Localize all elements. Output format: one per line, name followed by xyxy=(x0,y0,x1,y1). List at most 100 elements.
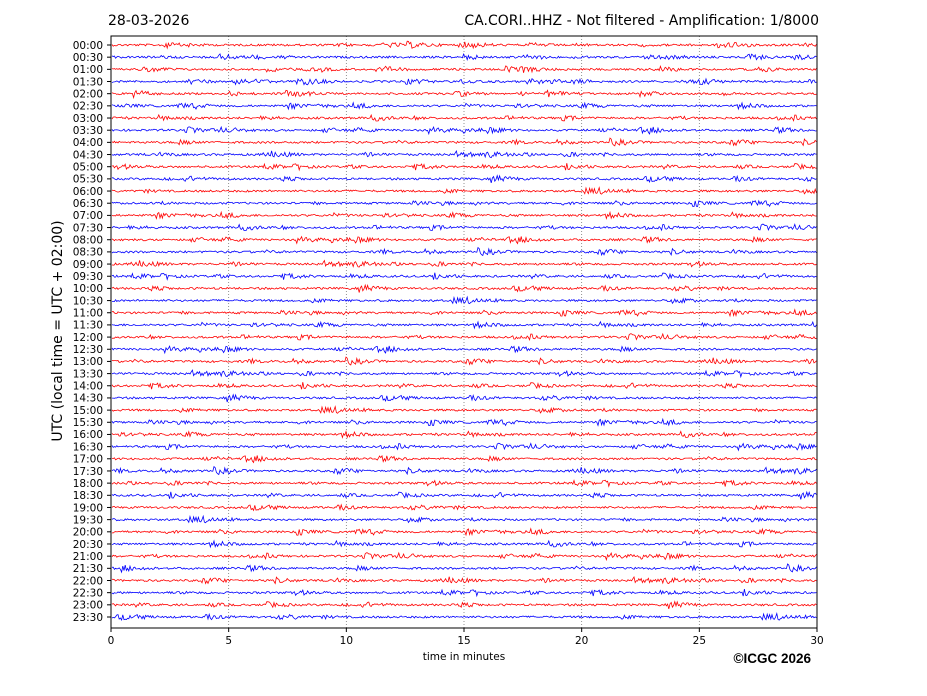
trace-00:30 xyxy=(111,52,817,61)
trace-18:30 xyxy=(111,490,817,500)
trace-10:00 xyxy=(111,283,817,293)
y-tick-label: 13:30 xyxy=(73,368,103,380)
y-tick-label: 13:00 xyxy=(73,356,103,368)
y-tick-label: 03:30 xyxy=(73,125,103,137)
trace-20:00 xyxy=(111,527,817,537)
trace-17:00 xyxy=(111,454,817,464)
y-tick-label: 12:00 xyxy=(73,332,103,344)
trace-12:30 xyxy=(111,345,817,355)
trace-08:30 xyxy=(111,246,817,257)
y-tick-label: 17:30 xyxy=(73,466,103,478)
trace-15:00 xyxy=(111,405,817,414)
plot-frame xyxy=(110,35,818,629)
y-tick-label: 19:00 xyxy=(73,502,103,514)
x-tick-label: 10 xyxy=(340,635,353,647)
trace-17:30 xyxy=(111,465,817,476)
y-axis-label: UTC (local time = UTC + 02:00) xyxy=(50,220,66,441)
traces xyxy=(111,40,817,622)
y-tick-label: 01:00 xyxy=(73,64,103,76)
x-tick-label: 0 xyxy=(108,635,115,647)
y-tick-label: 14:30 xyxy=(73,393,103,405)
y-tick-label: 16:00 xyxy=(73,429,103,441)
trace-07:00 xyxy=(111,210,817,220)
y-tick-label: 21:30 xyxy=(73,563,103,575)
trace-02:30 xyxy=(111,101,817,111)
trace-13:00 xyxy=(111,356,817,366)
trace-07:30 xyxy=(111,223,817,232)
y-tick-label: 15:30 xyxy=(73,417,103,429)
y-tick-label: 17:00 xyxy=(73,454,103,466)
x-tick-label: 15 xyxy=(457,635,470,647)
chart-station-title: CA.CORI..HHZ - Not filtered - Amplificat… xyxy=(464,13,819,29)
trace-21:30 xyxy=(111,563,817,574)
y-tick-label: 08:30 xyxy=(73,247,103,259)
y-tick-label: 03:00 xyxy=(73,113,103,125)
y-tick-label: 10:30 xyxy=(73,295,103,307)
y-tick-label: 20:30 xyxy=(73,539,103,551)
y-tick-label: 01:30 xyxy=(73,76,103,88)
y-tick-label: 06:30 xyxy=(73,198,103,210)
trace-22:30 xyxy=(111,588,817,598)
y-tick-label: 07:30 xyxy=(73,222,103,234)
y-tick-label: 11:30 xyxy=(73,320,103,332)
trace-19:30 xyxy=(111,514,817,524)
y-tick-label: 12:30 xyxy=(73,344,103,356)
trace-10:30 xyxy=(112,295,817,305)
trace-19:00 xyxy=(111,503,817,512)
trace-01:30 xyxy=(111,77,817,86)
trace-14:30 xyxy=(112,393,817,403)
y-tick-label: 02:30 xyxy=(73,101,103,113)
y-tick-label: 22:30 xyxy=(73,587,103,599)
y-tick-label: 06:00 xyxy=(73,186,103,198)
y-tick-label: 02:00 xyxy=(73,88,103,100)
trace-05:00 xyxy=(111,162,817,172)
trace-03:30 xyxy=(111,125,817,136)
y-tick-label: 21:00 xyxy=(73,551,103,563)
trace-23:00 xyxy=(111,600,817,609)
trace-14:00 xyxy=(111,382,817,390)
chart-date-title: 28-03-2026 xyxy=(108,13,189,29)
x-tick-label: 25 xyxy=(693,635,706,647)
trace-11:00 xyxy=(111,308,817,318)
trace-23:30 xyxy=(111,611,817,622)
y-tick-label: 22:00 xyxy=(73,575,103,587)
y-tick-label: 07:00 xyxy=(73,210,103,222)
y-tick-label: 09:00 xyxy=(73,259,103,271)
x-tick-label: 30 xyxy=(810,635,823,647)
x-axis: 0 5 10 15 20 25 30 xyxy=(108,628,824,647)
y-tick-label: 11:00 xyxy=(73,308,103,320)
grid-lines xyxy=(228,36,700,628)
trace-21:00 xyxy=(111,551,817,562)
trace-05:30 xyxy=(112,174,817,183)
x-axis-label: time in minutes xyxy=(423,651,505,663)
y-tick-label: 00:00 xyxy=(73,40,103,52)
y-tick-label: 19:30 xyxy=(73,514,103,526)
y-tick-label: 05:30 xyxy=(73,174,103,186)
y-tick-label: 00:30 xyxy=(73,52,103,64)
y-tick-label: 09:30 xyxy=(73,271,103,283)
trace-00:00 xyxy=(111,40,817,50)
trace-11:30 xyxy=(111,320,817,330)
y-tick-label: 16:30 xyxy=(73,441,103,453)
y-tick-label: 18:00 xyxy=(73,478,103,490)
y-tick-label: 08:00 xyxy=(73,235,103,247)
trace-06:00 xyxy=(111,186,817,195)
trace-16:30 xyxy=(111,442,817,452)
trace-12:00 xyxy=(111,332,817,342)
trace-15:30 xyxy=(111,417,817,427)
y-tick-label: 10:00 xyxy=(73,283,103,295)
trace-09:00 xyxy=(111,259,817,268)
trace-13:30 xyxy=(111,369,817,379)
y-axis: 00:0000:3001:0001:3002:0002:3003:0003:30… xyxy=(73,40,111,624)
trace-16:00 xyxy=(111,429,817,439)
y-tick-label: 18:30 xyxy=(73,490,103,502)
trace-09:30 xyxy=(111,272,817,281)
y-tick-label: 04:30 xyxy=(73,149,103,161)
x-tick-label: 20 xyxy=(575,635,588,647)
trace-03:00 xyxy=(111,113,817,122)
y-tick-label: 04:00 xyxy=(73,137,103,149)
y-tick-label: 14:00 xyxy=(73,381,103,393)
y-tick-label: 20:00 xyxy=(73,527,103,539)
trace-20:30 xyxy=(111,539,817,549)
